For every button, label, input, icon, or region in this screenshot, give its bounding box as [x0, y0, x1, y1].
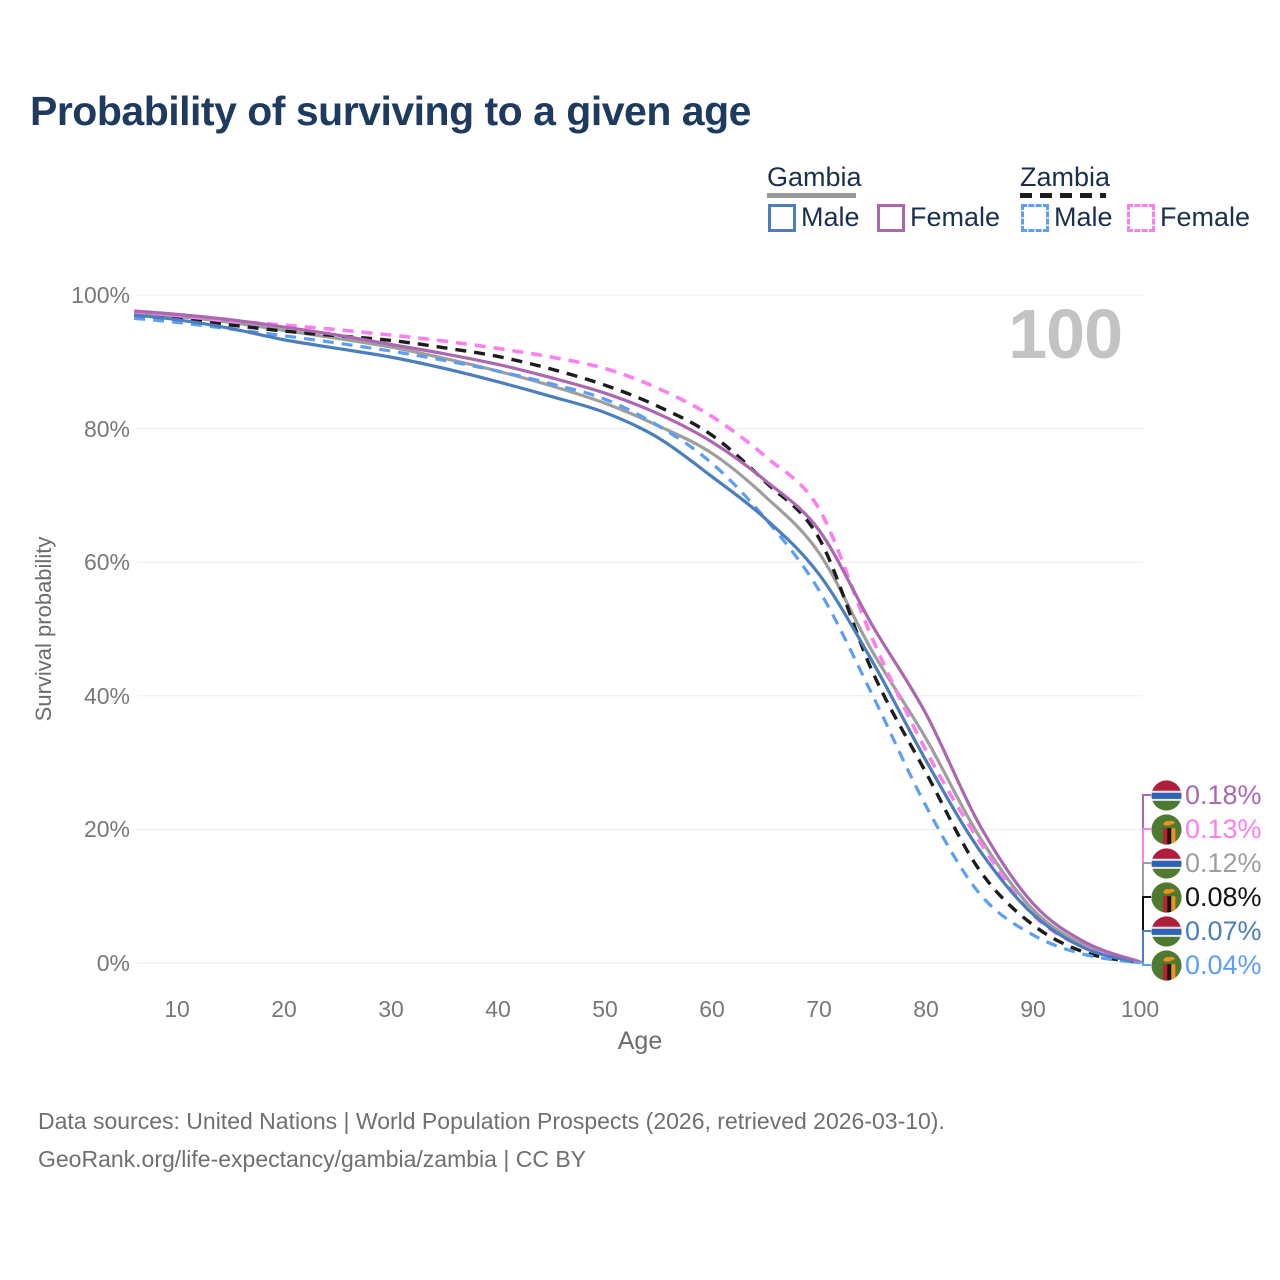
end-label-connector	[1133, 794, 1151, 963]
end-label-value: 0.18%	[1185, 779, 1262, 810]
zambia-flag-icon	[1151, 882, 1182, 913]
x-tick-label: 10	[164, 996, 190, 1022]
gambia-female-swatch-icon	[877, 203, 905, 232]
end-label-connector	[1133, 862, 1151, 964]
y-tick-label: 0%	[96, 950, 130, 976]
end-label-gambia-total: 0.12%	[1151, 846, 1262, 880]
y-tick-label: 20%	[83, 816, 130, 843]
x-axis-title: Age	[617, 1027, 663, 1055]
y-tick-label: 80%	[83, 415, 130, 442]
legend-item-label: Female	[910, 202, 1001, 232]
current-age-watermark: 100	[1008, 295, 1123, 373]
x-tick-label: 50	[592, 996, 618, 1022]
end-label-value: 0.12%	[1185, 847, 1262, 878]
page-title: Probability of surviving to a given age	[30, 88, 751, 134]
gambia-flag-icon	[1151, 916, 1182, 947]
legend-item-gambia-male[interactable]: Male	[768, 202, 860, 233]
end-label-zambia-female: 0.13%	[1151, 812, 1262, 846]
series-line	[134, 313, 1141, 965]
end-label-gambia-female: 0.18%	[1151, 778, 1262, 812]
end-label-connector	[1133, 896, 1151, 964]
legend-group-gambia-label: Gambia	[767, 162, 862, 192]
legend-item-gambia-female[interactable]: Female	[877, 202, 1000, 233]
legend-gambia-underline	[767, 193, 856, 198]
end-label-connector	[1133, 930, 1151, 964]
end-label-zambia-total: 0.08%	[1151, 880, 1262, 914]
x-tick-label: 60	[699, 996, 725, 1022]
x-tick-label: 40	[485, 996, 511, 1022]
end-label-connector	[1133, 961, 1151, 966]
gambia-male-swatch-icon	[768, 203, 796, 232]
series-line	[134, 316, 1141, 965]
legend-item-label: Male	[801, 202, 860, 232]
zambia-flag-icon	[1151, 814, 1182, 845]
legend-item-zambia-female[interactable]: Female	[1127, 202, 1250, 233]
legend-zambia-underline	[1020, 193, 1106, 198]
end-label-value: 0.08%	[1185, 881, 1262, 912]
end-label-value: 0.07%	[1185, 915, 1262, 946]
legend-item-label: Female	[1160, 202, 1251, 232]
end-label-zambia-male: 0.04%	[1151, 948, 1262, 982]
gambia-flag-icon	[1151, 848, 1182, 879]
zambia-flag-icon	[1151, 950, 1182, 981]
x-tick-label: 70	[806, 996, 832, 1022]
end-label-value: 0.04%	[1185, 949, 1262, 980]
x-tick-label: 90	[1020, 996, 1046, 1022]
y-tick-label: 60%	[83, 549, 130, 576]
series-line	[134, 312, 1141, 964]
data-sources-note: Data sources: United Nations | World Pop…	[38, 1108, 945, 1134]
gambia-flag-icon	[1151, 780, 1182, 811]
end-label-gambia-male: 0.07%	[1151, 914, 1262, 948]
legend-group-zambia-label: Zambia	[1020, 162, 1111, 192]
y-axis-title: Survival probability	[31, 536, 56, 722]
attribution-note: GeoRank.org/life-expectancy/gambia/zambi…	[38, 1146, 587, 1172]
legend-item-zambia-male[interactable]: Male	[1021, 202, 1113, 233]
zambia-male-swatch-icon	[1021, 203, 1049, 232]
y-tick-label: 100%	[71, 282, 130, 308]
series-line	[134, 309, 1141, 964]
end-label-value: 0.13%	[1185, 813, 1262, 844]
x-tick-label: 30	[378, 996, 404, 1022]
end-label-connector	[1133, 828, 1151, 964]
x-tick-label: 100	[1120, 996, 1160, 1022]
zambia-female-swatch-icon	[1127, 203, 1155, 232]
series-line	[134, 311, 1141, 964]
legend-item-label: Male	[1054, 202, 1113, 232]
series-line	[134, 314, 1141, 965]
x-tick-label: 20	[271, 996, 297, 1022]
y-tick-label: 40%	[83, 682, 130, 709]
x-tick-label: 80	[913, 996, 939, 1022]
